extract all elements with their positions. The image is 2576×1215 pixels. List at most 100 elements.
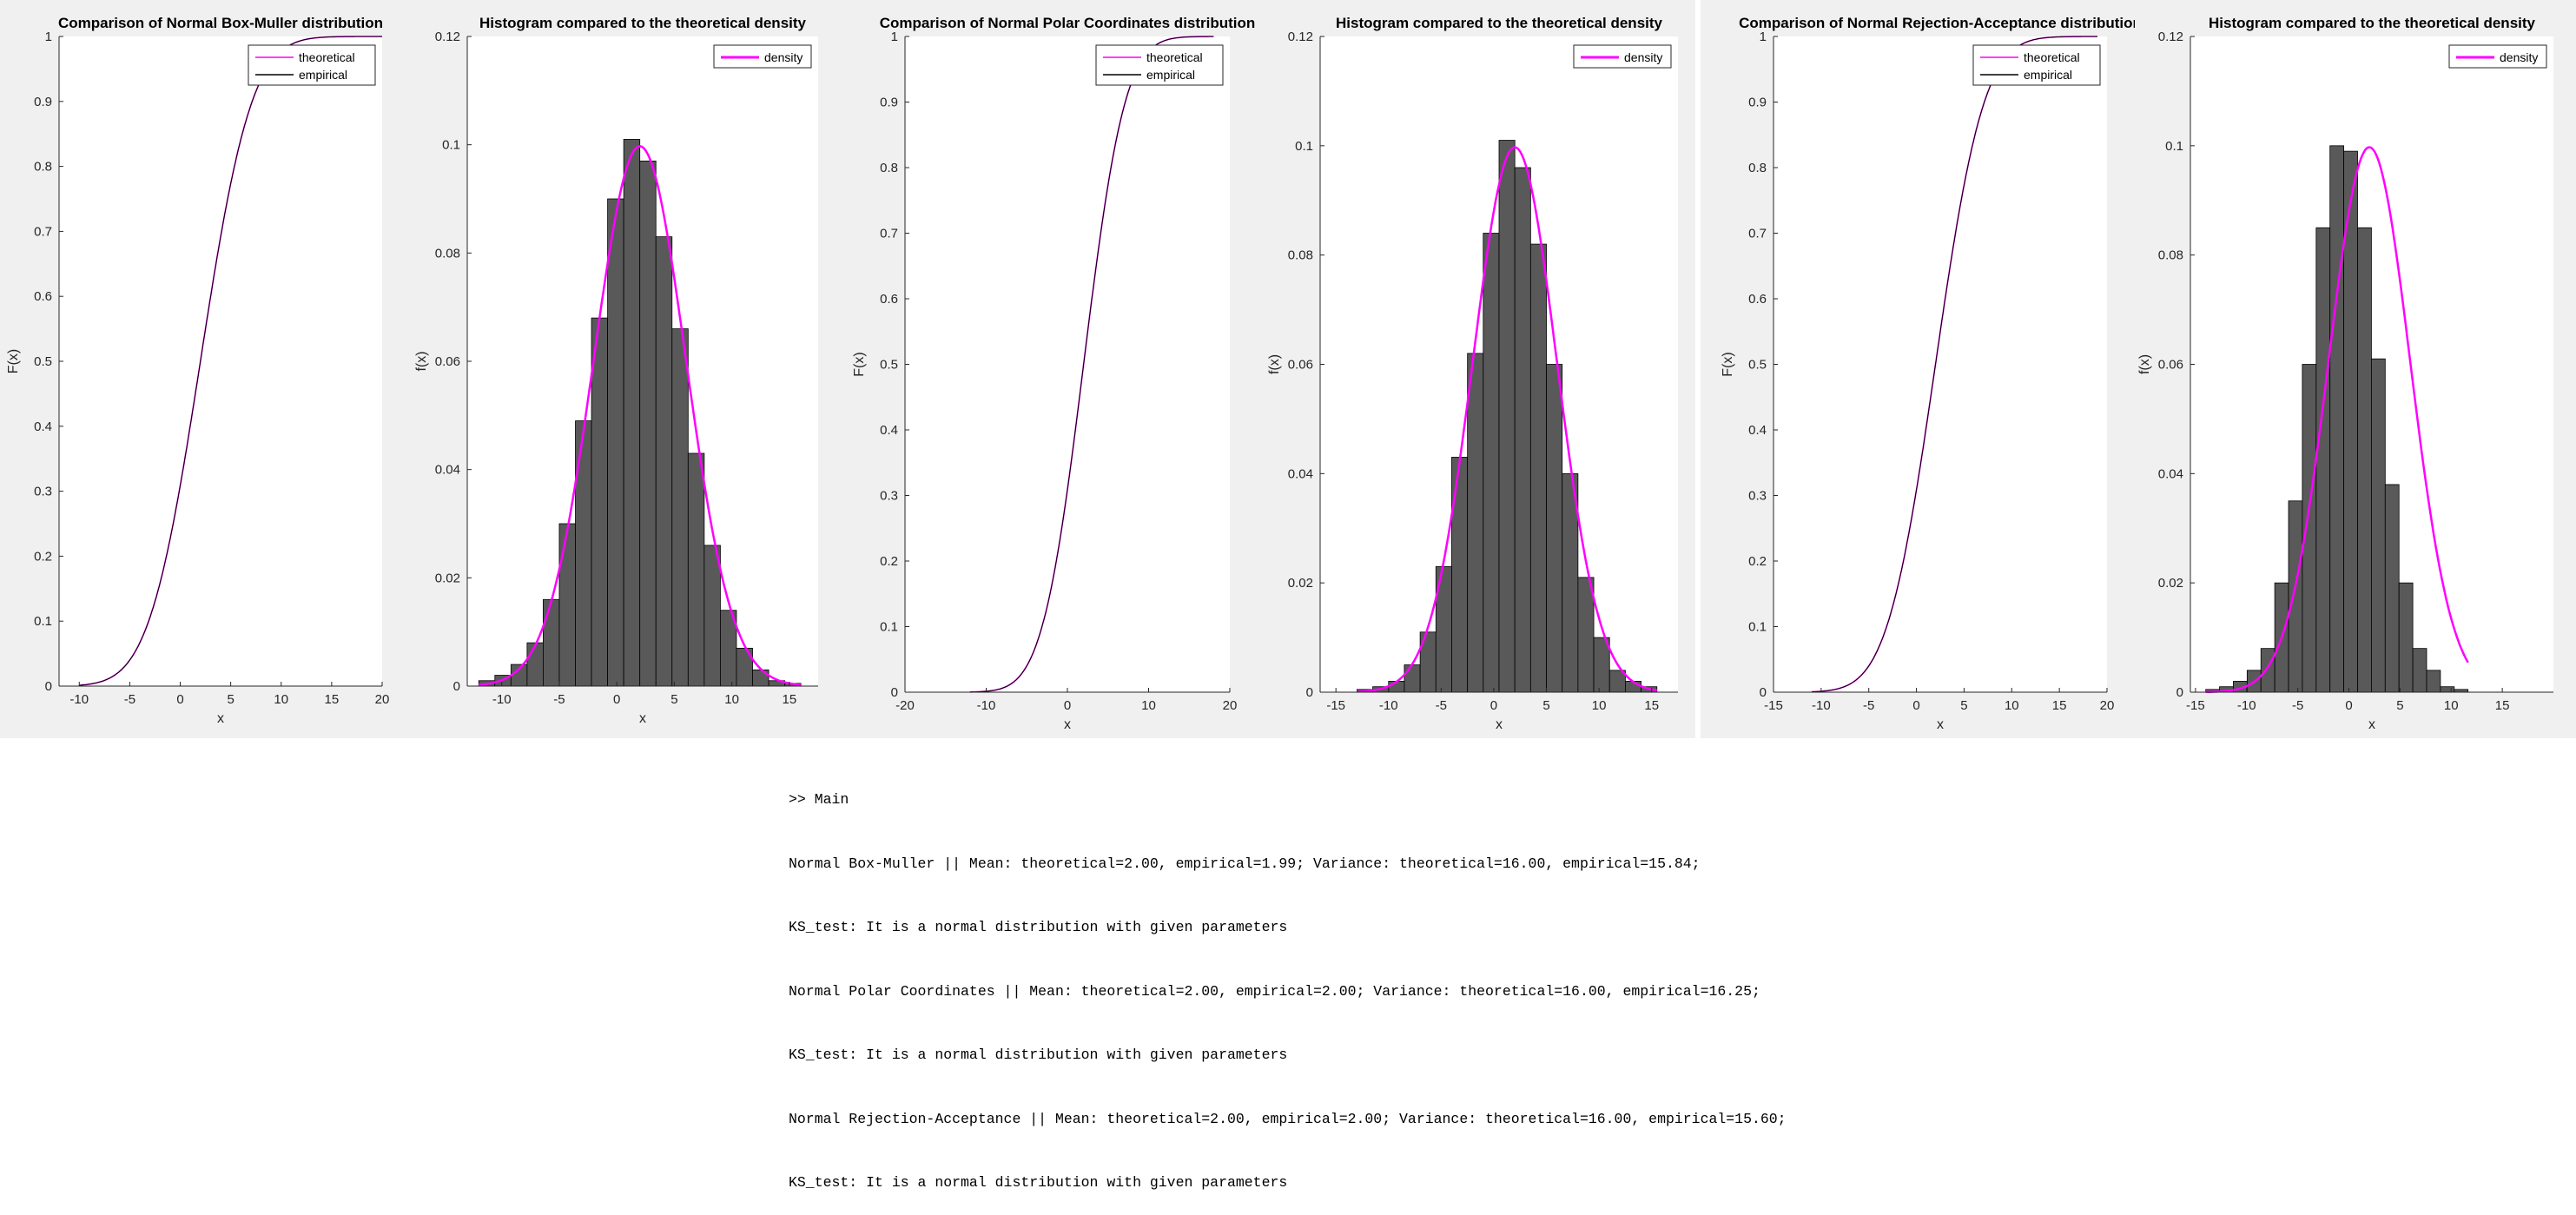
x-tick-label: 10 (274, 692, 288, 707)
x-tick-label: -10 (977, 698, 996, 713)
x-axis-label: x (2368, 717, 2375, 732)
y-tick-label: 0.1 (2165, 139, 2183, 154)
empirical-cdf-line (1811, 36, 2097, 693)
y-tick-label: 0.1 (1295, 139, 1313, 154)
cdf-chart-polar-coordinates: Comparison of Normal Polar Coordinates d… (852, 15, 1256, 732)
histogram-bar (2440, 686, 2455, 693)
y-tick-label: 0 (2176, 685, 2183, 700)
y-tick-label: 0.2 (34, 549, 52, 564)
histogram-bar (2426, 670, 2441, 693)
histogram-bar (575, 420, 592, 687)
x-axis-label: x (217, 711, 224, 726)
histogram-bar (2357, 227, 2372, 693)
x-tick-label: 0 (613, 692, 620, 707)
console-line: KS_test: It is a normal distribution wit… (789, 919, 1288, 935)
y-tick-label: 0.3 (1748, 489, 1767, 504)
histogram-bar (639, 160, 657, 687)
x-tick-label: -10 (1812, 698, 1831, 713)
chart-title: Comparison of Normal Polar Coordinates d… (880, 15, 1256, 31)
x-tick-label: 10 (1592, 698, 1607, 713)
y-tick-label: 0.12 (1288, 30, 1313, 44)
y-tick-label: 0.7 (1748, 227, 1767, 241)
y-tick-label: 0.08 (435, 246, 460, 261)
x-tick-label: 15 (783, 692, 797, 707)
y-tick-label: 0.4 (34, 419, 52, 434)
y-axis-label: f(x) (1267, 354, 1282, 374)
y-tick-label: 0 (45, 679, 52, 694)
legend-box (1095, 44, 1224, 86)
x-tick-label: -5 (1863, 698, 1874, 713)
histogram-bar (1498, 140, 1516, 693)
command-window[interactable]: >> Main Normal Box-Muller || Mean: theor… (789, 747, 1918, 1191)
chart-title: Comparison of Normal Rejection-Acceptanc… (1739, 15, 2135, 31)
y-axis-label: F(x) (852, 352, 867, 376)
x-tick-label: 20 (1223, 698, 1238, 713)
legend-label: theoretical (299, 50, 355, 64)
x-tick-label: 15 (325, 692, 340, 707)
y-tick-label: 0.5 (880, 358, 898, 373)
y-tick-label: 0.7 (880, 227, 898, 241)
x-tick-label: 0 (1490, 698, 1497, 713)
console-line: KS_test: It is a normal distribution wit… (789, 1047, 1288, 1063)
histogram-bar (591, 317, 609, 687)
y-tick-label: 0.06 (435, 354, 460, 369)
y-tick-label: 0.9 (880, 96, 898, 110)
console-line: Normal Polar Coordinates || Mean: theore… (789, 982, 1760, 1000)
histogram-bar (2384, 484, 2400, 693)
x-tick-label: -10 (2237, 698, 2256, 713)
y-tick-label: 0.5 (34, 354, 52, 369)
y-tick-label: 0.8 (34, 160, 52, 175)
x-tick-label: 0 (2345, 698, 2352, 713)
histogram-bar (1514, 167, 1531, 693)
y-tick-label: 0.8 (1748, 161, 1767, 175)
chart-title: Histogram compared to the theoretical de… (479, 15, 807, 31)
x-tick-label: -5 (553, 692, 565, 707)
x-tick-label: -20 (895, 698, 915, 713)
histogram-bar (2302, 364, 2317, 693)
x-tick-label: -10 (492, 692, 512, 707)
plot-area (1773, 36, 2107, 692)
histogram-bar (752, 669, 769, 687)
y-tick-label: 0.2 (1748, 554, 1767, 569)
x-tick-label: -10 (1379, 698, 1398, 713)
y-tick-label: 0.04 (435, 463, 460, 478)
y-tick-label: 0.4 (1748, 423, 1767, 438)
legend-label: density (1624, 50, 1662, 64)
histogram-bar (2288, 500, 2303, 693)
x-tick-label: -15 (2186, 698, 2205, 713)
empirical-cdf-line (969, 36, 1214, 693)
histogram-bar (543, 598, 560, 687)
legend-label: empirical (2024, 68, 2072, 82)
legend-box (1972, 44, 2101, 86)
x-tick-label: 10 (2005, 698, 2019, 713)
y-tick-label: 0.3 (880, 489, 898, 504)
histogram-bar (607, 198, 624, 687)
y-tick-label: 0.9 (1748, 96, 1767, 110)
y-axis-label: f(x) (414, 351, 429, 371)
histogram-bar (2315, 227, 2331, 693)
y-tick-label: 0.1 (34, 614, 52, 629)
x-tick-label: -5 (1436, 698, 1447, 713)
y-tick-label: 0.08 (2158, 248, 2183, 263)
y-tick-label: 0 (1760, 685, 1767, 700)
y-tick-label: 0.06 (2158, 358, 2183, 373)
legend-label: density (764, 50, 803, 64)
y-tick-label: 0.6 (34, 289, 52, 304)
y-tick-label: 0.02 (1288, 576, 1313, 591)
legend-label: empirical (1146, 68, 1195, 82)
chart-title: Comparison of Normal Box-Muller distribu… (58, 15, 383, 31)
histogram-bar (1529, 243, 1547, 693)
histogram-bar (655, 236, 673, 687)
x-axis-label: x (1496, 717, 1503, 732)
y-tick-label: 0.3 (34, 485, 52, 499)
histogram-bar (703, 545, 721, 687)
y-tick-label: 0 (891, 685, 898, 700)
figure-rejection-acceptance: Comparison of Normal Rejection-Acceptanc… (1701, 0, 2576, 738)
histogram-bar (1483, 233, 1500, 693)
histogram-bar (1451, 457, 1469, 693)
figure-box-muller: Comparison of Normal Box-Muller distribu… (0, 0, 839, 738)
x-tick-label: 0 (1064, 698, 1071, 713)
y-tick-label: 0.02 (435, 571, 460, 585)
console-line: Normal Rejection-Acceptance || Mean: the… (789, 1110, 1787, 1127)
x-tick-label: 0 (1912, 698, 1919, 713)
